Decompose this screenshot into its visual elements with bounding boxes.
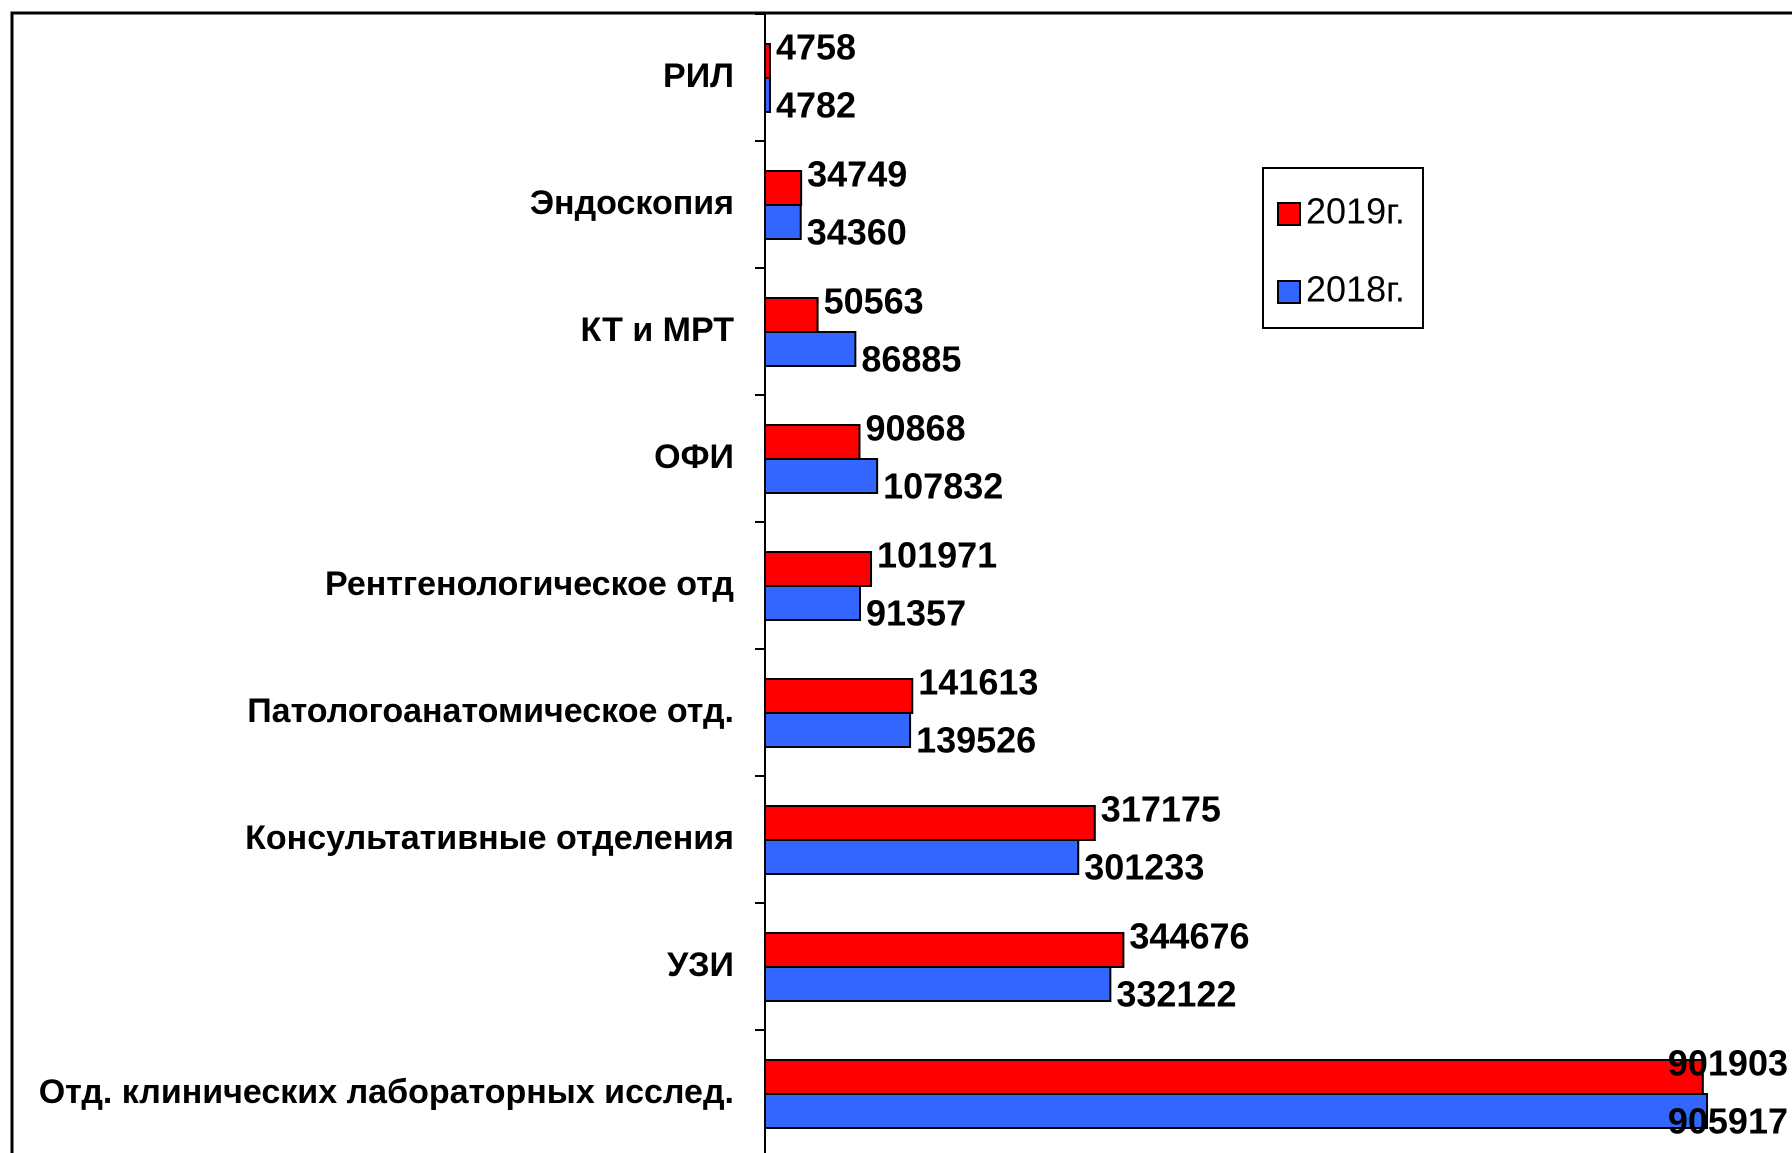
bar bbox=[764, 297, 819, 333]
bar bbox=[764, 43, 771, 79]
bar bbox=[764, 170, 803, 206]
category-label: ОФИ bbox=[654, 438, 734, 476]
bar bbox=[764, 551, 873, 587]
category-label: Эндоскопия bbox=[530, 184, 734, 222]
bar bbox=[764, 77, 771, 113]
legend-label: 2018г. bbox=[1306, 269, 1405, 310]
bar bbox=[764, 1059, 1704, 1095]
category-label: КТ и МРТ bbox=[581, 311, 735, 349]
category-label: РИЛ bbox=[663, 57, 734, 95]
category-label: УЗИ bbox=[667, 946, 734, 984]
data-label: 90868 bbox=[865, 408, 965, 449]
bar bbox=[764, 839, 1080, 875]
data-label: 139526 bbox=[916, 720, 1036, 761]
data-label: 141613 bbox=[918, 662, 1038, 703]
bar bbox=[764, 805, 1096, 841]
data-label: 34360 bbox=[807, 212, 907, 253]
data-label: 344676 bbox=[1129, 916, 1249, 957]
data-label: 317175 bbox=[1101, 789, 1221, 830]
category-label: Отд. клинических лабораторных исслед. bbox=[39, 1073, 734, 1111]
bar bbox=[764, 424, 861, 460]
data-label: 901903 bbox=[1668, 1043, 1788, 1084]
frame bbox=[10, 11, 1792, 1153]
data-label: 4782 bbox=[776, 85, 856, 126]
bar bbox=[764, 678, 914, 714]
bar bbox=[764, 712, 912, 748]
legend-swatch bbox=[1277, 202, 1301, 226]
bar bbox=[764, 1093, 1708, 1129]
bar bbox=[764, 458, 879, 494]
category-label: Патологоанатомическое отд. bbox=[247, 692, 734, 730]
data-label: 107832 bbox=[883, 466, 1003, 507]
bar bbox=[764, 204, 802, 240]
legend-label: 2019г. bbox=[1306, 191, 1405, 232]
bar bbox=[764, 585, 861, 621]
data-label: 4758 bbox=[776, 27, 856, 68]
data-label: 50563 bbox=[824, 281, 924, 322]
data-label: 101971 bbox=[877, 535, 997, 576]
data-label: 905917 bbox=[1668, 1101, 1788, 1142]
data-label: 301233 bbox=[1084, 847, 1204, 888]
data-label: 91357 bbox=[866, 593, 966, 634]
category-label: Консультативные отделения bbox=[245, 819, 734, 857]
data-label: 34749 bbox=[807, 154, 907, 195]
legend-swatch bbox=[1277, 280, 1301, 304]
data-label: 332122 bbox=[1116, 974, 1236, 1015]
data-label: 86885 bbox=[861, 339, 961, 380]
bar bbox=[764, 966, 1112, 1002]
category-label: Рентгенологическое отд bbox=[325, 565, 734, 603]
bar bbox=[764, 331, 857, 367]
bar bbox=[764, 932, 1125, 968]
